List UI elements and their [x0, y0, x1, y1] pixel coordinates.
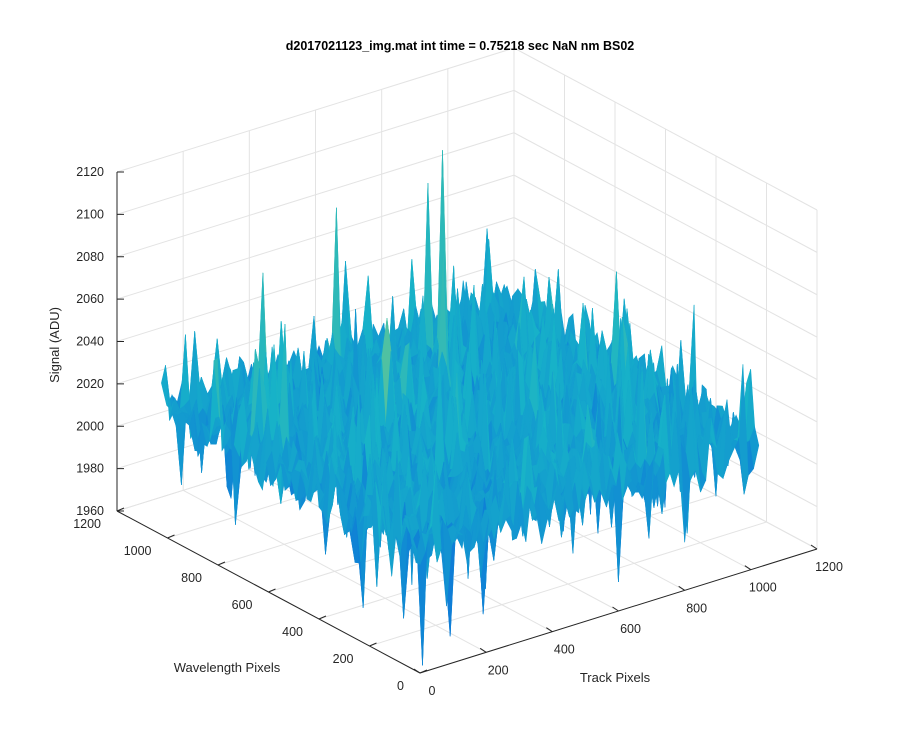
- side-wall-grid-line: [513, 217, 818, 380]
- back-wall-grid-line: [116, 47, 515, 173]
- side-wall-grid-line: [513, 89, 818, 253]
- z-axis-label: Signal (ADU): [47, 307, 62, 383]
- y-tick-label: 800: [181, 571, 202, 585]
- z-tick-label: 2100: [76, 207, 104, 221]
- x-axis-label: Track Pixels: [580, 670, 651, 685]
- side-wall-grid-line: [513, 132, 818, 296]
- back-wall-grid-line: [116, 89, 515, 215]
- x-tick: [413, 668, 421, 674]
- x-tick-label: 600: [620, 622, 641, 636]
- z-tick-label: 2000: [76, 419, 104, 433]
- side-wall-grid-line: [513, 259, 818, 423]
- z-tick-label: 1980: [76, 462, 104, 476]
- back-wall-grid-line: [116, 217, 515, 342]
- back-wall-grid-line: [116, 132, 515, 258]
- x-tick-label: 1200: [815, 560, 843, 574]
- chart-title: d2017021123_img.mat int time = 0.75218 s…: [286, 39, 635, 53]
- x-tick-label: 1000: [749, 581, 777, 595]
- z-tick-label: 2020: [76, 377, 104, 391]
- surface-patch: [179, 334, 190, 412]
- x-tick: [744, 565, 752, 571]
- x-tick: [479, 647, 487, 653]
- back-wall-grid-line: [116, 174, 515, 300]
- floor-grid-line: [369, 521, 767, 647]
- side-wall-grid-line: [513, 174, 818, 338]
- z-tick-label: 2060: [76, 292, 104, 306]
- x-tick: [678, 585, 685, 591]
- y-tick-label: 0: [397, 679, 404, 693]
- z-tick-label: 2080: [76, 250, 104, 264]
- z-tick-label: 1960: [76, 504, 104, 518]
- z-tick-label: 2120: [76, 165, 104, 179]
- x-tick-label: 200: [488, 663, 509, 677]
- x-tick: [546, 627, 553, 633]
- surface-layer: [161, 150, 760, 666]
- x-tick-label: 800: [686, 601, 707, 615]
- y-tick-label: 1200: [73, 517, 101, 531]
- y-tick-label: 1000: [124, 544, 152, 558]
- z-tick-label: 2040: [76, 335, 104, 349]
- x-tick-label: 400: [554, 643, 575, 657]
- y-tick-label: 200: [333, 652, 354, 666]
- x-tick-label: 0: [429, 684, 436, 698]
- y-tick-label: 400: [282, 625, 303, 639]
- y-axis-label: Wavelength Pixels: [174, 660, 281, 675]
- x-tick: [612, 606, 619, 612]
- x-tick: [810, 544, 818, 550]
- side-wall-grid-line: [513, 47, 818, 211]
- y-tick-label: 600: [232, 598, 253, 612]
